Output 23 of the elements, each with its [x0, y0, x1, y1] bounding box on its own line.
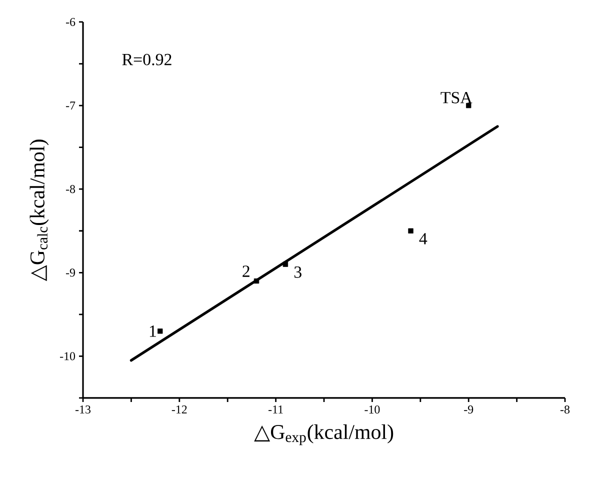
annotation: 2	[242, 266, 250, 277]
point	[282, 262, 288, 267]
point	[408, 228, 414, 234]
x-tick-label: -10	[364, 405, 380, 414]
x-tick-label: -12	[172, 405, 187, 414]
annotation: TSA	[440, 92, 472, 104]
y-tick-label: -9	[66, 268, 76, 277]
annotation: 3	[294, 266, 302, 278]
annotation: 4	[419, 233, 428, 244]
x-tick-label: -8	[560, 405, 570, 414]
x-tick-label: -9	[464, 405, 474, 414]
x-tick-label: -11	[268, 405, 283, 414]
y-tick-label: -7	[66, 102, 76, 110]
point	[254, 278, 260, 284]
x-tick-label: -13	[75, 405, 91, 414]
y-tick-label: -10	[60, 352, 76, 360]
y-axis-title: △G$_{calc}$(kcal/mol)	[30, 140, 49, 282]
annotation: R=0.92	[122, 54, 172, 66]
y-tick-label: -6	[66, 18, 76, 26]
annotation: 1	[150, 326, 156, 337]
y-tick-label: -8	[66, 185, 76, 194]
point	[158, 328, 163, 334]
x-axis-title: △G$_{exp}$(kcal/mol)	[254, 424, 394, 446]
